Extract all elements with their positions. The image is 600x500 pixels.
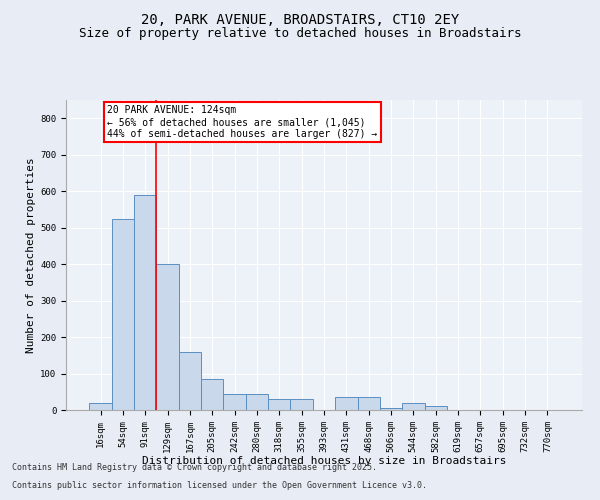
Text: 20, PARK AVENUE, BROADSTAIRS, CT10 2EY: 20, PARK AVENUE, BROADSTAIRS, CT10 2EY: [141, 12, 459, 26]
Bar: [425, 406, 447, 410]
Bar: [380, 408, 402, 410]
X-axis label: Distribution of detached houses by size in Broadstairs: Distribution of detached houses by size …: [142, 456, 506, 466]
Bar: [179, 352, 201, 410]
Bar: [157, 264, 179, 410]
Bar: [268, 399, 290, 410]
Text: 20 PARK AVENUE: 124sqm
← 56% of detached houses are smaller (1,045)
44% of semi-: 20 PARK AVENUE: 124sqm ← 56% of detached…: [107, 106, 377, 138]
Bar: [358, 397, 380, 410]
Y-axis label: Number of detached properties: Number of detached properties: [26, 157, 36, 353]
Bar: [290, 399, 313, 410]
Bar: [402, 402, 425, 410]
Bar: [335, 397, 358, 410]
Bar: [134, 195, 157, 410]
Bar: [201, 379, 223, 410]
Bar: [223, 394, 246, 410]
Text: Size of property relative to detached houses in Broadstairs: Size of property relative to detached ho…: [79, 28, 521, 40]
Text: Contains public sector information licensed under the Open Government Licence v3: Contains public sector information licen…: [12, 481, 427, 490]
Text: Contains HM Land Registry data © Crown copyright and database right 2025.: Contains HM Land Registry data © Crown c…: [12, 464, 377, 472]
Bar: [246, 394, 268, 410]
Bar: [112, 218, 134, 410]
Bar: [89, 402, 112, 410]
